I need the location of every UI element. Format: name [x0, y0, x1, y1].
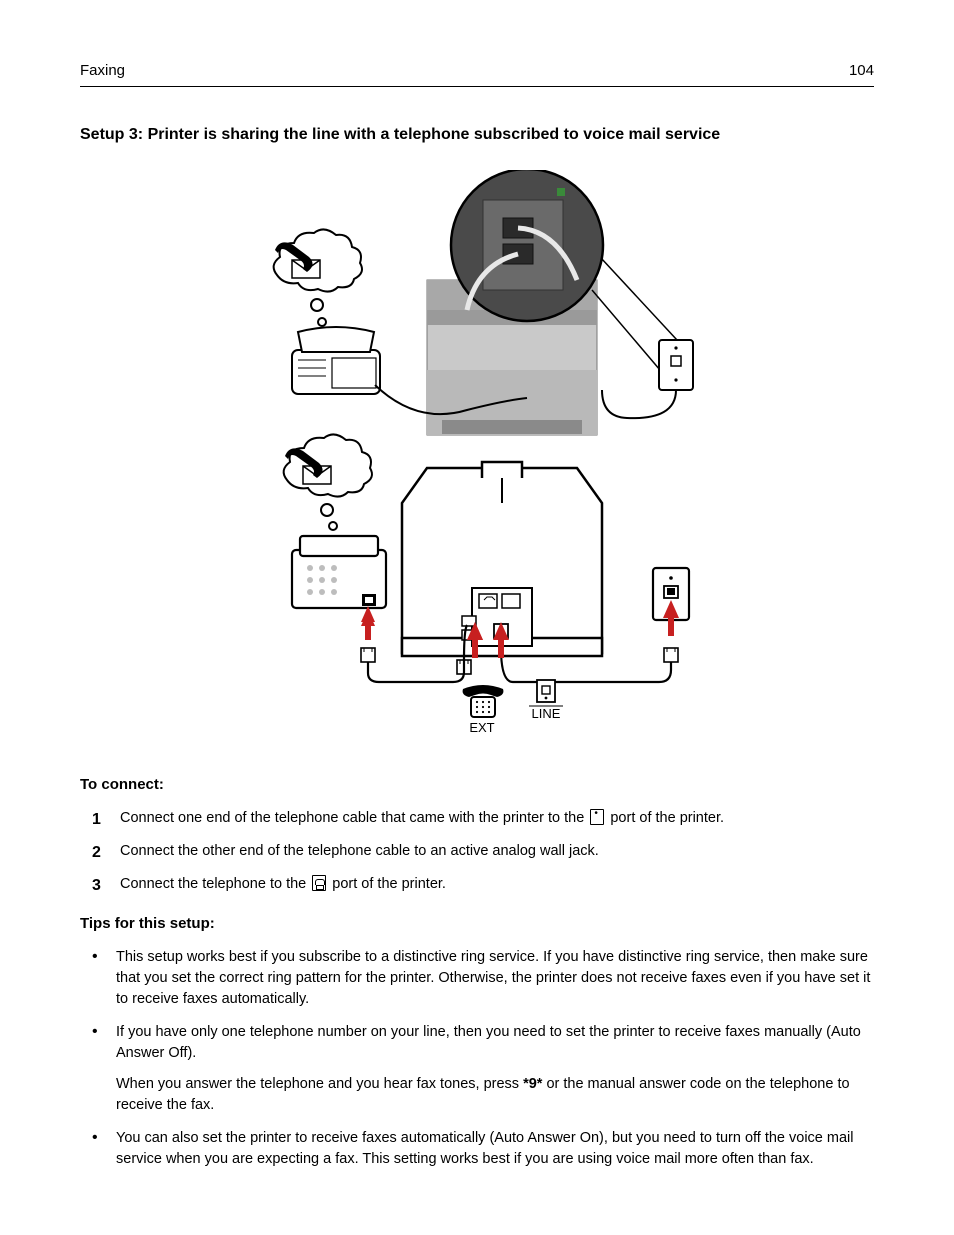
page-number: 104	[849, 60, 874, 82]
tip-body: If you have only one telephone number on…	[116, 1022, 874, 1116]
tips-heading: Tips for this setup:	[80, 913, 874, 935]
step-text: Connect one end of the telephone cable t…	[120, 808, 874, 829]
ext-port-icon	[312, 875, 326, 891]
tip-item: •If you have only one telephone number o…	[92, 1022, 874, 1116]
ext-label-group: EXT	[463, 685, 504, 735]
bullet-icon: •	[92, 1128, 116, 1170]
wall-jack-top	[602, 340, 693, 418]
tip-paragraph: When you answer the telephone and you he…	[116, 1074, 874, 1116]
section-title: Setup 3: Printer is sharing the line wit…	[80, 123, 874, 146]
tip-body: This setup works best if you subscribe t…	[116, 947, 874, 1010]
tip-paragraph: This setup works best if you subscribe t…	[116, 947, 874, 1010]
tip-paragraph: You can also set the printer to receive …	[116, 1128, 874, 1170]
step-item: 2Connect the other end of the telephone …	[92, 841, 874, 864]
phone-bottom	[284, 434, 386, 608]
step-text: Connect the other end of the telephone c…	[120, 841, 874, 862]
tip-item: •You can also set the printer to receive…	[92, 1128, 874, 1170]
tip-body: You can also set the printer to receive …	[116, 1128, 874, 1170]
bullet-icon: •	[92, 947, 116, 1010]
ext-label: EXT	[469, 720, 494, 735]
line-label: LINE	[532, 706, 561, 721]
line-port-icon	[590, 809, 604, 825]
header-section: Faxing	[80, 60, 125, 82]
step-number: 3	[92, 874, 120, 897]
tip-paragraph: If you have only one telephone number on…	[116, 1022, 874, 1064]
tip-item: •This setup works best if you subscribe …	[92, 947, 874, 1010]
tips-list: •This setup works best if you subscribe …	[92, 947, 874, 1170]
step-item: 1Connect one end of the telephone cable …	[92, 808, 874, 831]
step-number: 1	[92, 808, 120, 831]
step-number: 2	[92, 841, 120, 864]
step-text: Connect the telephone to the port of the…	[120, 874, 874, 895]
connection-diagram: EXT LINE	[80, 170, 874, 750]
bullet-icon: •	[92, 1022, 116, 1116]
connect-steps: 1Connect one end of the telephone cable …	[92, 808, 874, 898]
step-item: 3Connect the telephone to the port of th…	[92, 874, 874, 897]
line-label-group: LINE	[529, 680, 563, 721]
connect-heading: To connect:	[80, 774, 874, 796]
